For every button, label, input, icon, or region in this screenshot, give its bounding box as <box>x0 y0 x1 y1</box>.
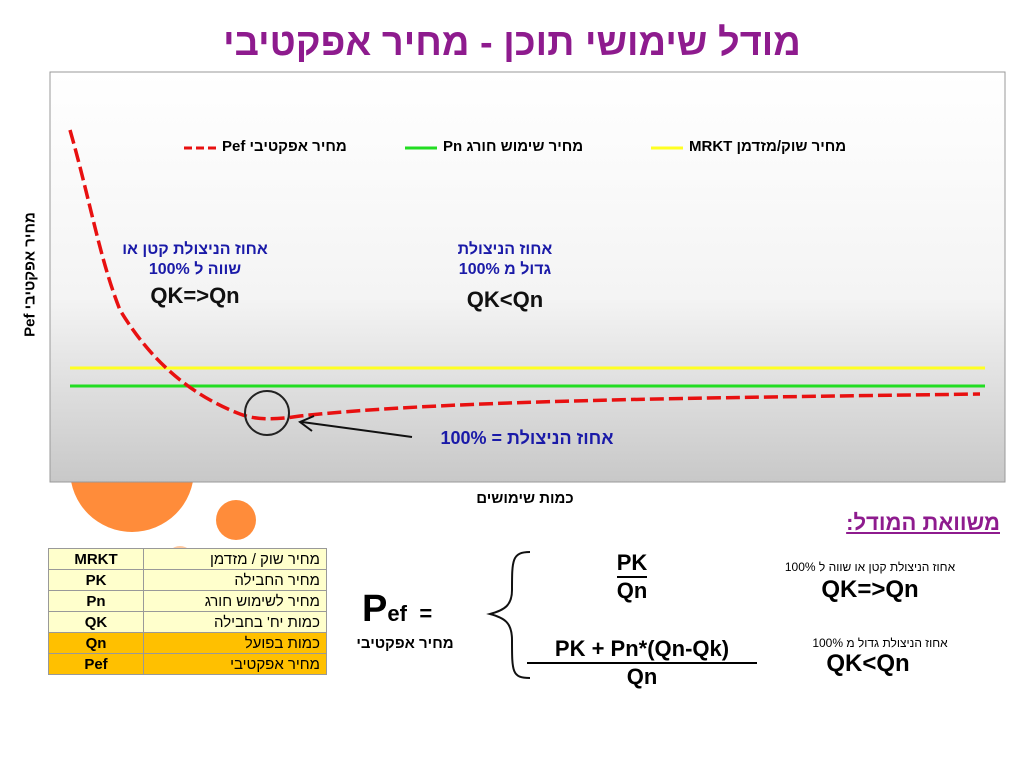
legend-entry: מחיר שימוש חורג Pn <box>443 138 584 155</box>
brace <box>486 551 531 679</box>
table-cell: MRKT <box>48 548 144 570</box>
chart-frame <box>49 71 1006 483</box>
denominator: Qn <box>616 578 648 603</box>
table-row: Pef מחיר אפקטיבי <box>48 653 327 675</box>
table-cell: PK <box>48 569 144 591</box>
table-row: PK מחיר החבילה <box>48 569 327 591</box>
y-axis-label: מחיר אפקטיבי Pef <box>21 212 39 337</box>
annotation: אחוז הניצולת <box>457 241 553 258</box>
legend-entry: מחיר שוק/מזדמן MRKT <box>689 138 847 155</box>
relation: QK<Qn <box>826 650 910 677</box>
annotation: אחוז הניצולת קטן או <box>122 241 268 258</box>
denominator: Qn <box>626 664 658 689</box>
annotation: QK=>Qn <box>150 283 240 308</box>
x-axis-label: כמות שימושים <box>476 490 574 507</box>
condition: אחוז הניצולת גדול מ 100% <box>812 636 948 650</box>
numerator: PK + Pn*(Qn-Qk) <box>527 636 757 664</box>
table-cell: מחיר אפקטיבי <box>143 653 327 675</box>
fraction: PK + Pn*(Qn-Qk) Qn <box>527 636 757 690</box>
table-cell: מחיר לשימוש חורג <box>143 590 327 612</box>
arrow <box>301 421 413 438</box>
relation: QK=>Qn <box>821 576 919 603</box>
table-cell: מחיר שוק / מזדמן <box>143 548 327 570</box>
table-cell: Pn <box>48 590 144 612</box>
annotation: שווה ל 100% <box>148 261 242 278</box>
legend-table: MRKT מחיר שוק / מזדמן PK מחיר החבילה Pn מחיר … <box>48 548 327 675</box>
annotation: QK<Qn <box>466 287 544 312</box>
deco-circle <box>216 500 256 540</box>
table-row: Qn כמות בפועל <box>48 632 327 654</box>
annotation: אחוז הניצולת = 100% <box>440 428 614 448</box>
lhs-caption: מחיר אפקטיבי <box>356 635 454 652</box>
condition: אחוז הניצולת קטן או שווה ל 100% <box>784 560 956 574</box>
title: מודל שימושי תוכן - מחיר אפקטיבי <box>223 22 801 64</box>
table-row: QK כמות יח' בחבילה <box>48 611 327 633</box>
model-heading: משוואת המודל: <box>846 510 1000 535</box>
numerator: PK <box>616 550 648 578</box>
pef-curve <box>68 129 981 421</box>
min-circle <box>244 390 290 436</box>
table-cell: Pef <box>48 653 144 675</box>
table-cell: מחיר החבילה <box>143 569 327 591</box>
annotation: גדול מ 100% <box>458 261 552 278</box>
table-row: MRKT מחיר שוק / מזדמן <box>48 548 327 570</box>
legend-entry: מחיר אפקטיבי Pef <box>222 138 347 155</box>
arrow-head <box>298 415 315 432</box>
equals: = <box>419 601 433 626</box>
lhs: Pef = <box>362 588 432 631</box>
lhs-subscript: ef <box>387 601 407 626</box>
table-cell: QK <box>48 611 144 633</box>
lhs-symbol: P <box>362 588 388 630</box>
fraction: PK Qn <box>592 550 672 604</box>
table-row: Pn מחיר לשימוש חורג <box>48 590 327 612</box>
table-cell: כמות יח' בחבילה <box>143 611 327 633</box>
table-cell: כמות בפועל <box>143 632 327 654</box>
table-cell: Qn <box>48 632 144 654</box>
